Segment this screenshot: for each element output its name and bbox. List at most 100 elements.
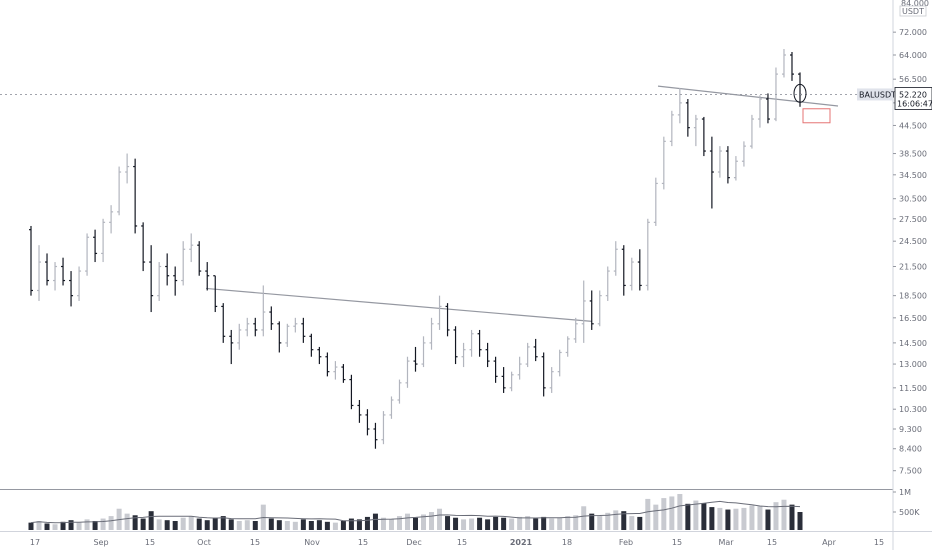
volume-bar — [92, 521, 98, 530]
volume-bar — [228, 519, 234, 530]
volume-bar — [316, 520, 322, 530]
volume-bar — [252, 521, 258, 530]
volume-bar — [477, 517, 483, 530]
volume-bar — [677, 494, 683, 530]
volume-tick-label: 1M — [899, 488, 911, 497]
volume-bar — [741, 507, 747, 530]
price-tick-label: 34.500 — [899, 171, 927, 180]
volume-bar — [653, 504, 659, 530]
volume-bar — [140, 518, 146, 530]
volume-bar — [276, 520, 282, 530]
volume-bar — [340, 521, 346, 530]
volume-bar — [204, 520, 210, 530]
time-tick-label: 15 — [358, 538, 368, 547]
volume-bar — [645, 498, 651, 530]
volume-bar — [68, 520, 74, 530]
volume-bar — [637, 516, 643, 530]
price-tick-label: 16.500 — [899, 314, 927, 323]
volume-bar — [196, 518, 202, 530]
volume-bar — [356, 519, 362, 530]
volume-bar — [485, 519, 491, 530]
volume-bar — [324, 521, 330, 530]
volume-bar — [220, 516, 226, 530]
volume-bar — [108, 516, 114, 530]
volume-bar — [525, 516, 531, 530]
trendlines — [205, 85, 839, 322]
highlight-ellipse — [793, 83, 807, 103]
price-tick-label: 27.500 — [899, 215, 927, 224]
volume-bar — [429, 512, 435, 530]
volume-bar — [212, 517, 218, 530]
time-axis: 17 Sep 15 Oct 15 Nov 15 Dec 15 2021 18 Feb 15 Mar 15 Ap… — [0, 531, 932, 547]
volume-bar — [493, 516, 499, 530]
price-tick-label: 44.500 — [899, 121, 927, 130]
volume-bar — [469, 518, 475, 530]
currency-unit-label: USDT — [902, 7, 924, 16]
time-tick-label: Apr — [822, 538, 837, 547]
volume-bar — [757, 506, 763, 530]
volume-bar — [509, 518, 515, 530]
price-tick-label: 9.300 — [899, 425, 922, 434]
volume-bar — [28, 522, 34, 530]
volume-bar — [124, 513, 130, 530]
price-tick-label: 30.500 — [899, 195, 927, 204]
price-tick-label: 7.500 — [899, 467, 922, 476]
volume-bar — [661, 498, 667, 530]
volume-bar — [84, 519, 90, 530]
price-tick-label: 11.500 — [899, 384, 927, 393]
volume-bar — [613, 510, 619, 530]
volume-bar — [717, 507, 723, 530]
price-tick-label: 24.500 — [899, 237, 927, 246]
volume-bar — [188, 516, 194, 530]
volume-bar — [709, 507, 715, 530]
time-tick-label: Sep — [93, 538, 108, 547]
volume-bar — [541, 516, 547, 530]
volume-bar — [60, 521, 66, 530]
volume-bar — [332, 522, 338, 530]
volume-bar — [364, 516, 370, 530]
volume-bar — [453, 517, 459, 530]
volume-bar — [565, 516, 571, 530]
time-tick-label: 15 — [767, 538, 777, 547]
trendline-1 — [205, 287, 593, 322]
volume-bar — [164, 520, 170, 530]
time-tick-label: 17 — [30, 538, 40, 547]
time-tick-label: 2021 — [510, 538, 533, 547]
volume-bar — [589, 513, 595, 530]
volume-bar — [533, 518, 539, 530]
volume-bar — [693, 500, 699, 530]
last-price-label: 52.220 — [899, 90, 927, 99]
volume-bar — [549, 518, 555, 530]
price-tick-label: 10.300 — [899, 405, 927, 414]
time-tick-label: Nov — [304, 538, 320, 547]
target-box — [802, 108, 831, 124]
volume-bar — [372, 513, 378, 530]
price-axis: 72.00064.00056.50050.00044.50038.50034.5… — [892, 0, 929, 550]
volume-bar — [597, 516, 603, 530]
volume-bar — [733, 508, 739, 530]
volume-bar — [781, 499, 787, 530]
trendline-2 — [657, 85, 839, 107]
volume-bar — [629, 516, 635, 530]
price-tick-label: 18.500 — [899, 292, 927, 301]
volume-bar — [44, 523, 50, 530]
price-tick-label: 64.000 — [899, 51, 927, 60]
price-tick-label: 8.400 — [899, 445, 922, 454]
volume-bar — [685, 503, 691, 530]
symbol-tag: BALUSDT — [859, 90, 896, 99]
volume-bars — [28, 494, 803, 530]
volume-bar — [445, 516, 451, 530]
ohlc-bars — [29, 49, 802, 449]
volume-bar — [148, 511, 154, 530]
volume-bar — [749, 505, 755, 530]
volume-bar — [52, 524, 58, 530]
volume-bar — [300, 519, 306, 530]
volume-bar — [348, 518, 354, 530]
time-tick-label: 15 — [145, 538, 155, 547]
price-tick-label: 14.500 — [899, 339, 927, 348]
volume-bar — [236, 521, 242, 530]
volume-bar — [404, 513, 410, 530]
time-tick-label: Oct — [197, 538, 211, 547]
